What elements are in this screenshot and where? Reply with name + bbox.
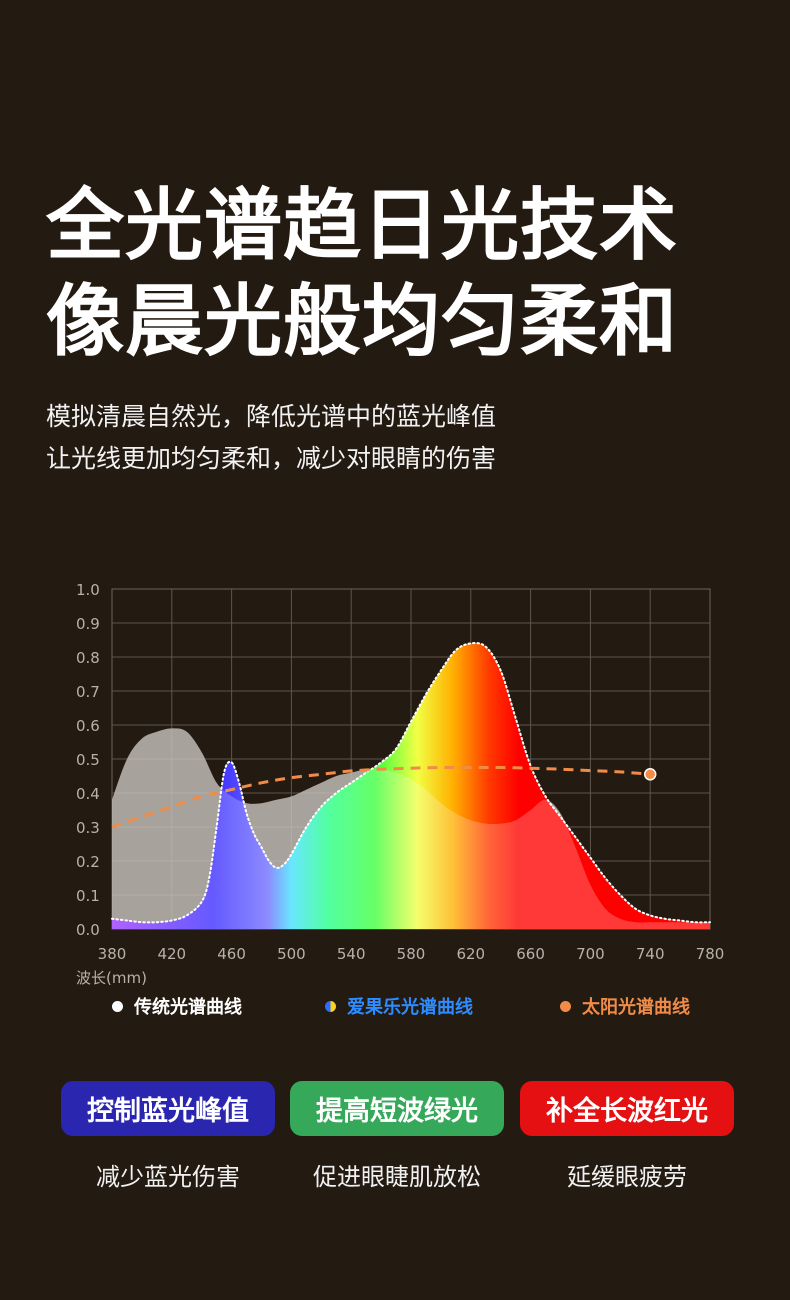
blue-yellow-dot-icon	[325, 1000, 336, 1012]
feature-green-light: 提高短波绿光 促进眼睫肌放松	[290, 1081, 504, 1192]
headline-line-1: 全光谱趋日光技术	[46, 181, 679, 271]
y-tick-label: 0.1	[76, 887, 100, 905]
area-aiguole	[112, 643, 710, 929]
feature-pill-green: 提高短波绿光	[290, 1081, 504, 1136]
y-tick-label: 0.9	[76, 615, 100, 633]
feature-blue-light: 控制蓝光峰值 减少蓝光伤害	[61, 1081, 275, 1192]
feature-desc-green: 促进眼睫肌放松	[313, 1163, 481, 1191]
headline-line-2: 像晨光般均匀柔和	[46, 277, 679, 367]
legend-label-traditional: 传统光谱曲线	[134, 997, 242, 1018]
feature-desc-blue: 减少蓝光伤害	[96, 1163, 240, 1191]
line-aiguole	[111, 642, 711, 924]
x-axis-title: 波长(mm)	[76, 969, 147, 987]
area-traditional-overlay	[112, 728, 710, 929]
spectrum-chart: 380 420 460 500 540 580 620 660 700 740 780 0.0 0.1 0…	[76, 581, 724, 987]
feature-red-light: 补全长波红光 延缓眼疲劳	[520, 1081, 734, 1192]
x-tick-label: 540	[337, 945, 366, 963]
x-tick-label: 460	[217, 945, 246, 963]
white-dot-icon	[112, 1000, 123, 1012]
subtitle: 模拟清晨自然光，降低光谱中的蓝光峰值 让光线更加均匀柔和，减少对眼睛的伤害	[46, 396, 496, 480]
x-tick-label: 740	[636, 945, 665, 963]
orange-dot-icon	[560, 1000, 571, 1012]
subtitle-line-1: 模拟清晨自然光，降低光谱中的蓝光峰值	[46, 402, 497, 431]
x-tick-label: 780	[696, 945, 725, 963]
headline: 全光谱趋日光技术 像晨光般均匀柔和	[46, 178, 678, 370]
feature-desc-red: 延缓眼疲劳	[567, 1163, 687, 1191]
y-tick-label: 1.0	[76, 581, 100, 599]
y-tick-label: 0.0	[76, 921, 100, 939]
chart-legend: 传统光谱曲线 爱果乐光谱曲线 太阳光谱曲线	[0, 993, 790, 1021]
y-tick-label: 0.6	[76, 717, 100, 735]
legend-label-aiguole: 爱果乐光谱曲线	[347, 997, 473, 1018]
y-tick-label: 0.4	[76, 785, 100, 803]
x-tick-label: 500	[277, 945, 306, 963]
line-sunlight	[111, 765, 651, 829]
x-tick-label: 660	[516, 945, 545, 963]
chart-areas	[112, 643, 710, 929]
y-tick-label: 0.7	[76, 683, 100, 701]
legend-label-sunlight: 太阳光谱曲线	[582, 997, 690, 1018]
x-tick-label: 620	[456, 945, 485, 963]
x-tick-label: 700	[576, 945, 605, 963]
x-tick-label: 580	[397, 945, 426, 963]
feature-pill-blue: 控制蓝光峰值	[61, 1081, 275, 1136]
subtitle-line-2: 让光线更加均匀柔和，减少对眼睛的伤害	[46, 444, 497, 473]
sunlight-end-marker	[643, 768, 657, 781]
chart-ticks: 380 420 460 500 540 580 620 660 700 740 780 0.0 0.1 0…	[76, 581, 724, 963]
x-tick-label: 380	[98, 945, 127, 963]
x-tick-label: 420	[157, 945, 186, 963]
y-tick-label: 0.3	[76, 819, 100, 837]
y-tick-label: 0.2	[76, 853, 100, 871]
legend-item-aiguole: 爱果乐光谱曲线	[325, 993, 473, 1019]
legend-item-sunlight: 太阳光谱曲线	[560, 993, 690, 1019]
y-tick-label: 0.8	[76, 649, 100, 667]
y-tick-label: 0.5	[76, 751, 100, 769]
legend-item-traditional: 传统光谱曲线	[112, 993, 242, 1019]
feature-pill-red: 补全长波红光	[520, 1081, 734, 1136]
chart-lines	[111, 642, 711, 924]
